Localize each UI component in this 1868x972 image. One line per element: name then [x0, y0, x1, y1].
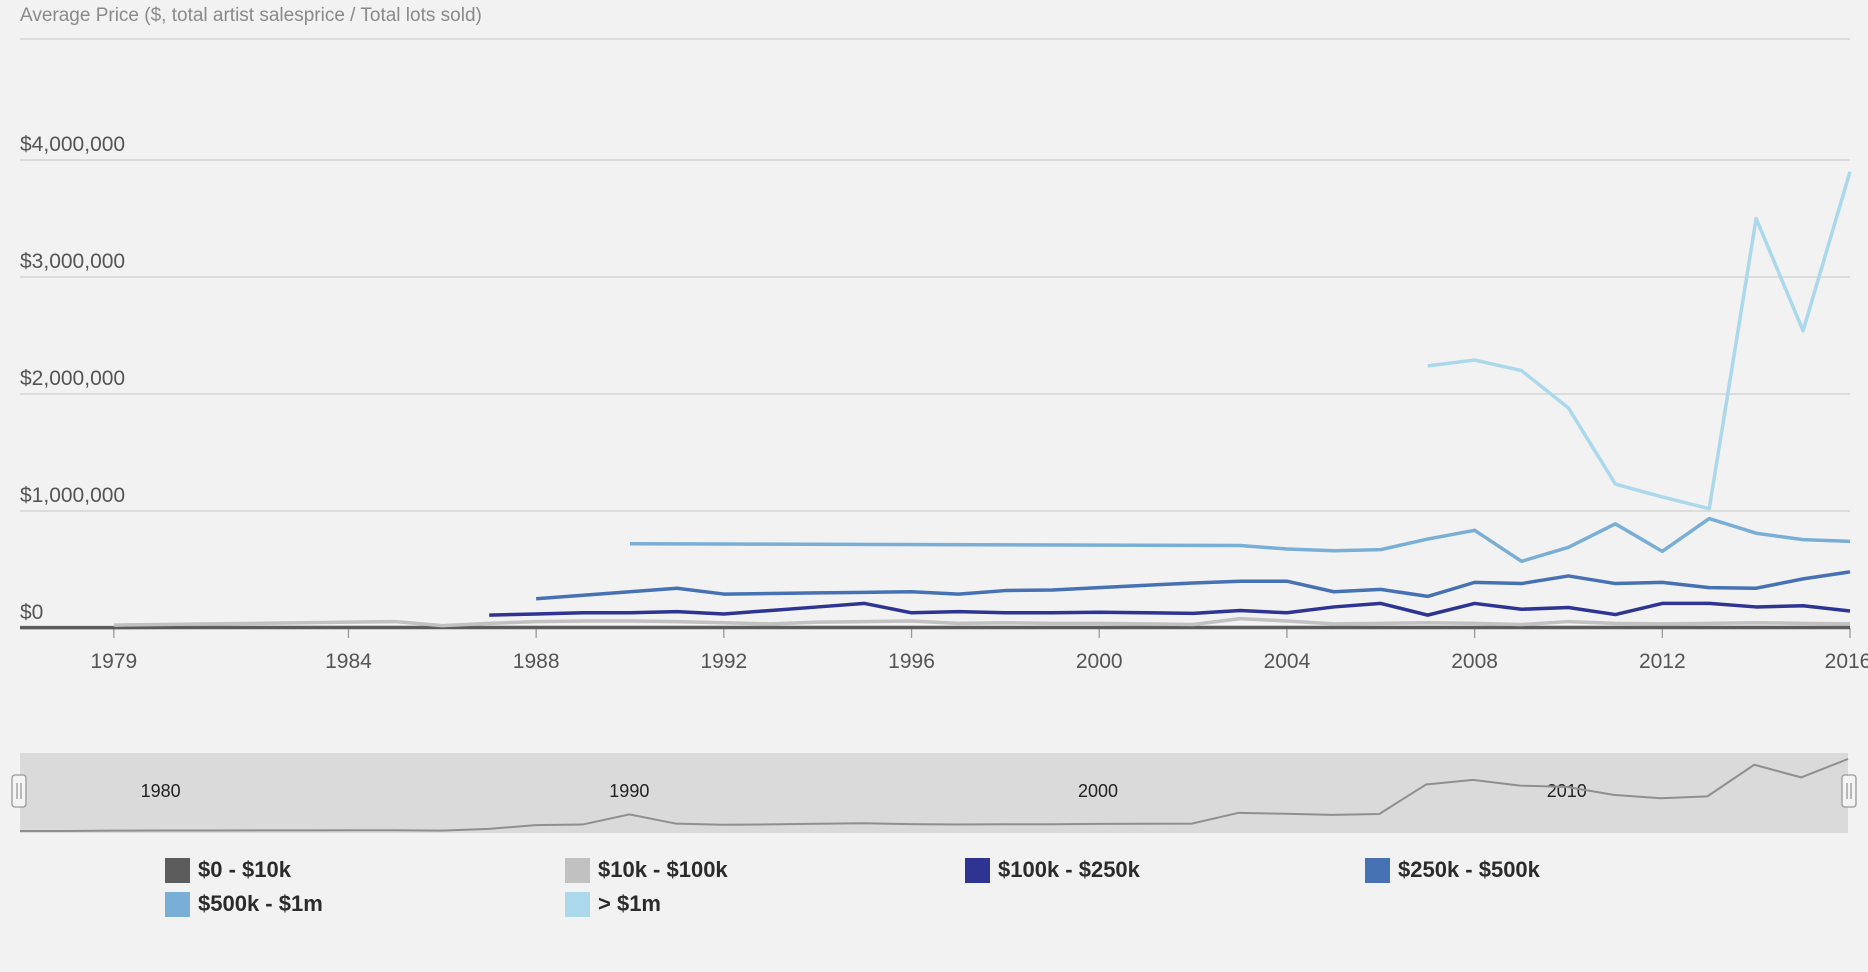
- x-tick-label: 1979: [90, 650, 137, 673]
- series-line-2: [489, 601, 1851, 617]
- legend-item[interactable]: > $1m: [565, 891, 965, 917]
- navigator-label: 2000: [1078, 781, 1118, 801]
- x-tick-label: 2012: [1639, 650, 1686, 673]
- navigator-line: [20, 758, 1849, 832]
- legend-label: $500k - $1m: [198, 891, 323, 916]
- main-chart: $0 $1,000,000 $2,000,000 $3,000,000 $4,000,0…: [20, 38, 1868, 673]
- x-tick-label: 1988: [513, 650, 560, 673]
- x-tick-label: 2000: [1076, 650, 1123, 673]
- legend-label: $10k - $100k: [598, 857, 728, 882]
- navigator-label: 1990: [609, 781, 649, 801]
- x-tick-label: 1984: [325, 650, 372, 673]
- y-tick-label: $1,000,000: [20, 484, 125, 507]
- legend-item[interactable]: $100k - $250k: [965, 857, 1365, 883]
- legend-item[interactable]: $0 - $10k: [165, 857, 565, 883]
- navigator-labels: 1980 1990 2000 2010: [141, 781, 1587, 801]
- legend-swatch: [1365, 857, 1390, 883]
- x-tick-label: 2016: [1825, 650, 1868, 673]
- x-tick-label: 1996: [888, 650, 935, 673]
- y-tick-label: $4,000,000: [20, 133, 125, 156]
- y-tick-label: $3,000,000: [20, 250, 125, 273]
- navigator-background: [20, 753, 1848, 833]
- navigator-left-handle[interactable]: [11, 774, 27, 808]
- legend-item[interactable]: $500k - $1m: [165, 891, 565, 917]
- series-line-5: [1427, 171, 1852, 511]
- series-line-1: [113, 616, 1851, 628]
- x-tick-label: 2008: [1451, 650, 1498, 673]
- legend-swatch: [165, 891, 190, 917]
- navigator-right-handle[interactable]: [1841, 774, 1857, 808]
- series-line-4: [629, 516, 1851, 564]
- y-tick-label: $2,000,000: [20, 367, 125, 390]
- navigator-label: 2010: [1547, 781, 1587, 801]
- legend-swatch: [565, 891, 590, 917]
- navigator[interactable]: 1980 1990 2000 2010: [0, 745, 1868, 845]
- legend-swatch: [965, 857, 990, 883]
- legend-label: $100k - $250k: [998, 857, 1140, 882]
- navigator-label: 1980: [141, 781, 181, 801]
- chart-title: Average Price ($, total artist salespric…: [20, 5, 482, 26]
- legend-swatch: [565, 857, 590, 883]
- legend-label: > $1m: [598, 891, 661, 916]
- x-tick-label: 1992: [700, 650, 747, 673]
- x-tick-label: 2004: [1264, 650, 1311, 673]
- legend-swatch: [165, 857, 190, 883]
- series-line-3: [536, 570, 1851, 601]
- y-tick-label: $0: [20, 601, 43, 624]
- legend: $0 - $10k $10k - $100k $100k - $250k $250k …: [165, 857, 1805, 917]
- legend-item[interactable]: $10k - $100k: [565, 857, 965, 883]
- legend-label: $250k - $500k: [1398, 857, 1540, 882]
- legend-label: $0 - $10k: [198, 857, 291, 882]
- legend-item[interactable]: $250k - $500k: [1365, 857, 1765, 883]
